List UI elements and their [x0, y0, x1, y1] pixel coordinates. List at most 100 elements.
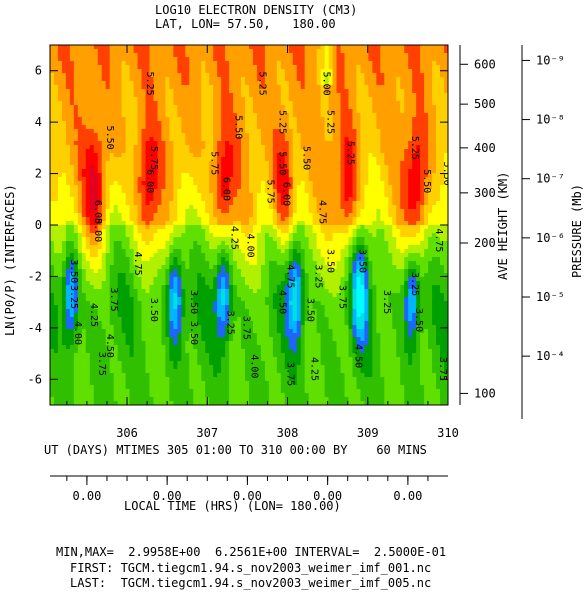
- field-cell: [137, 261, 143, 266]
- field-cell: [121, 121, 127, 126]
- field-cell: [141, 85, 147, 90]
- field-cell: [165, 301, 170, 306]
- field-cell: [205, 161, 210, 166]
- field-cell: [57, 193, 63, 198]
- field-cell: [201, 325, 206, 330]
- field-cell: [153, 305, 159, 310]
- field-cell: [217, 177, 222, 182]
- field-cell: [264, 205, 270, 210]
- field-cell: [153, 105, 159, 110]
- field-cell: [213, 305, 218, 310]
- field-cell: [97, 209, 103, 214]
- field-cell: [105, 113, 111, 118]
- field-cell: [73, 125, 79, 130]
- field-cell: [81, 385, 87, 390]
- field-cell: [221, 233, 226, 238]
- field-cell: [137, 141, 143, 146]
- field-cell: [264, 385, 270, 390]
- field-cell: [93, 317, 99, 322]
- field-cell: [249, 177, 254, 182]
- field-cell: [89, 385, 95, 390]
- field-cell: [229, 241, 234, 246]
- field-cell: [245, 177, 250, 182]
- field-cell: [77, 185, 83, 190]
- field-cell: [209, 73, 214, 78]
- field-cell: [113, 325, 119, 330]
- field-cell: [201, 165, 206, 170]
- field-cell: [161, 69, 167, 74]
- field-cell: [149, 169, 155, 174]
- field-cell: [256, 97, 262, 102]
- field-cell: [185, 49, 190, 54]
- field-cell: [252, 285, 258, 290]
- field-cell: [221, 317, 226, 322]
- field-cell: [189, 369, 194, 374]
- field-cell: [205, 325, 210, 330]
- field-cell: [181, 393, 186, 398]
- field-cell: [233, 245, 238, 250]
- field-cell: [93, 45, 99, 50]
- field-cell: [229, 153, 234, 158]
- field-cell: [217, 97, 222, 102]
- field-cell: [105, 269, 111, 274]
- field-cell: [113, 309, 119, 314]
- field-cell: [193, 65, 198, 70]
- field-cell: [197, 365, 202, 370]
- field-cell: [229, 265, 234, 270]
- field-cell: [181, 381, 186, 386]
- field-cell: [237, 349, 242, 354]
- field-cell: [145, 153, 151, 158]
- field-cell: [125, 201, 131, 206]
- field-cell: [173, 381, 178, 386]
- field-cell: [252, 61, 258, 66]
- field-cell: [229, 313, 234, 318]
- field-cell: [153, 93, 159, 98]
- field-cell: [153, 389, 159, 394]
- field-cell: [65, 349, 71, 354]
- field-cell: [205, 149, 210, 154]
- field-cell: [133, 93, 139, 98]
- field-cell: [133, 357, 139, 362]
- field-cell: [69, 281, 75, 286]
- field-cell: [89, 253, 95, 258]
- field-cell: [209, 105, 214, 110]
- field-cell: [133, 73, 139, 78]
- field-cell: [165, 345, 170, 350]
- field-cell: [209, 241, 214, 246]
- field-cell: [165, 361, 170, 366]
- field-cell: [137, 153, 143, 158]
- field-cell: [256, 289, 262, 294]
- field-cell: [209, 189, 214, 194]
- field-cell: [129, 253, 135, 258]
- field-cell: [81, 141, 87, 146]
- field-cell: [53, 241, 59, 246]
- field-cell: [109, 361, 115, 366]
- field-cell: [256, 193, 262, 198]
- field-cell: [65, 301, 71, 306]
- field-cell: [169, 141, 174, 146]
- field-cell: [153, 53, 159, 58]
- field-cell: [221, 205, 226, 210]
- field-cell: [50, 133, 55, 138]
- field-cell: [181, 241, 186, 246]
- field-cell: [260, 45, 266, 50]
- field-cell: [145, 309, 151, 314]
- field-cell: [129, 157, 135, 162]
- field-cell: [97, 85, 103, 90]
- field-cell: [237, 381, 242, 386]
- field-cell: [209, 117, 214, 122]
- field-cell: [137, 193, 143, 198]
- field-cell: [81, 177, 87, 182]
- field-cell: [69, 209, 75, 214]
- field-cell: [113, 245, 119, 250]
- field-cell: [260, 97, 266, 102]
- field-cell: [153, 85, 159, 90]
- field-cell: [141, 317, 147, 322]
- field-cell: [169, 293, 174, 298]
- field-cell: [173, 177, 178, 182]
- field-cell: [145, 377, 151, 382]
- field-cell: [125, 221, 131, 226]
- field-cell: [165, 161, 170, 166]
- field-cell: [189, 245, 194, 250]
- field-cell: [149, 165, 155, 170]
